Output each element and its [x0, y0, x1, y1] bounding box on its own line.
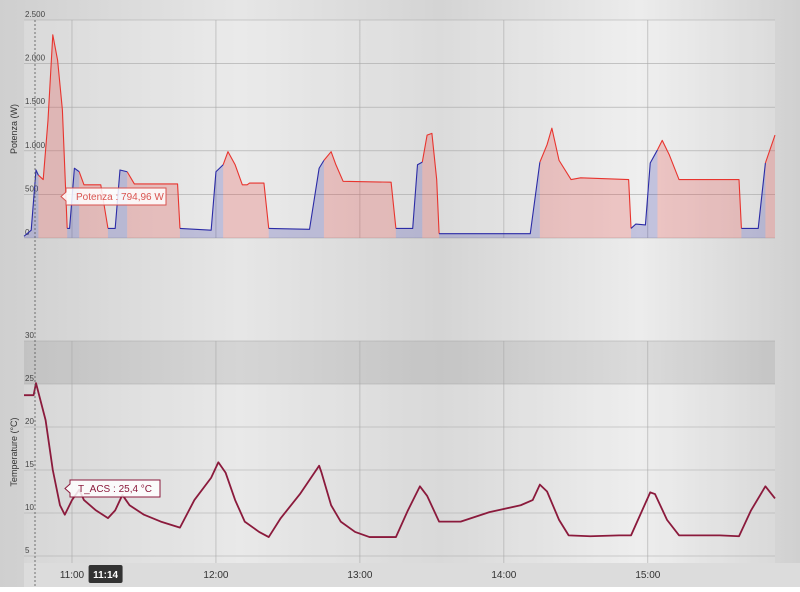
x-tick-label: 15:00 [635, 570, 660, 581]
y-tick-label: 5 [25, 546, 30, 555]
line [24, 382, 776, 538]
line [38, 34, 776, 234]
crosshair-label: 11:14 [93, 570, 118, 581]
y-tick-label: 25 [25, 374, 34, 383]
x-axis-bar [24, 563, 800, 587]
y-tick-label: 20 [25, 417, 34, 426]
y-tick-label: 2.500 [25, 10, 46, 19]
x-tick-label: 14:00 [491, 570, 516, 581]
y-tick-label: 10 [25, 503, 34, 512]
y-axis-title: Potenza (W) [9, 104, 19, 154]
tooltip: T_ACS : 25,4 °C [64, 479, 161, 498]
y-axis-title: Temperature (°C) [9, 417, 19, 486]
y-tick-label: 15 [25, 460, 34, 469]
y-tick-label: 0 [25, 228, 30, 237]
plot-band [24, 341, 775, 384]
plot-background [24, 384, 775, 563]
crosshair-label-box [88, 565, 123, 583]
tooltip-box [60, 187, 167, 206]
x-tick-label: 13:00 [347, 570, 372, 581]
y-tick-label: 500 [25, 184, 39, 193]
tooltip-text: Potenza : 794,96 W [76, 192, 164, 203]
x-tick-label: 11:00 [60, 570, 85, 581]
x-tick-label: 12:00 [203, 570, 228, 581]
tooltip-text: T_ACS : 25,4 °C [78, 484, 152, 495]
tooltip: Potenza : 794,96 W [60, 187, 167, 206]
tooltip-box [64, 479, 161, 498]
y-tick-label: 30 [25, 331, 34, 340]
y-tick-label: 2.000 [25, 54, 46, 63]
area [38, 34, 775, 238]
